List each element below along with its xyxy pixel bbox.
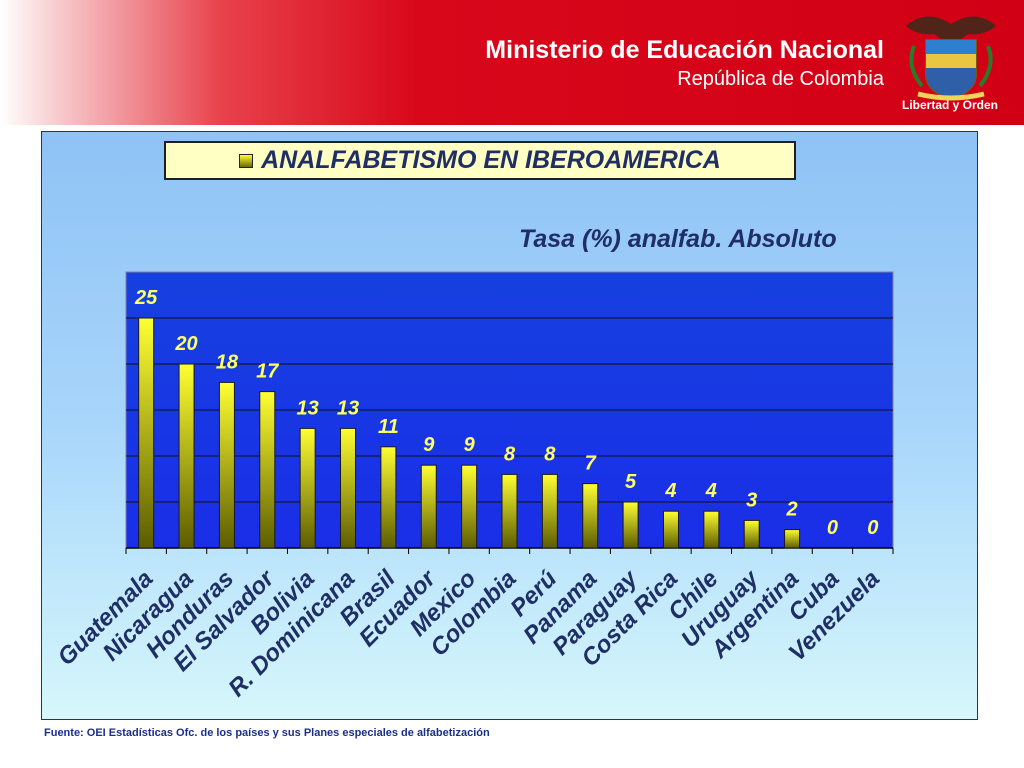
chart-title-box: ANALFABETISMO EN IBEROAMERICA xyxy=(164,141,796,180)
source-note: Fuente: OEI Estadísticas Ofc. de los paí… xyxy=(44,727,490,739)
bar-r-dominicana xyxy=(340,427,357,549)
bar-uruguay xyxy=(743,519,760,549)
legend-swatch xyxy=(239,153,254,168)
seal-motto: Libertad y Orden xyxy=(901,98,999,112)
data-label: 13 xyxy=(297,397,319,419)
ministry-subtitle: República de Colombia xyxy=(677,68,884,90)
data-label: 11 xyxy=(378,416,399,438)
bar-bolivia xyxy=(299,427,316,549)
colombia-coat-of-arms-icon xyxy=(906,16,996,101)
bar-per- xyxy=(541,473,558,549)
bar-nicaragua xyxy=(178,363,195,549)
bar-ecuador xyxy=(420,464,437,549)
bar-el-salvador xyxy=(259,391,276,549)
data-label: 0 xyxy=(827,517,838,539)
data-label: 3 xyxy=(746,489,757,511)
data-label: 9 xyxy=(423,434,435,456)
data-label: 4 xyxy=(664,480,676,502)
bar-panama xyxy=(582,483,599,549)
bar-chile xyxy=(703,510,720,549)
bar-honduras xyxy=(218,381,235,549)
data-label: 13 xyxy=(337,397,359,419)
data-label: 20 xyxy=(174,333,197,355)
bar-argentina xyxy=(784,529,801,549)
bar-costa-rica xyxy=(662,510,679,549)
data-label: 2 xyxy=(786,499,798,521)
data-label: 17 xyxy=(256,361,279,383)
bar-guatemala xyxy=(138,317,155,549)
data-label: 8 xyxy=(544,443,556,465)
bar-colombia xyxy=(501,473,518,549)
data-label: 7 xyxy=(585,453,597,475)
data-label: 5 xyxy=(625,471,637,493)
data-label: 25 xyxy=(134,287,158,309)
data-label: 4 xyxy=(705,480,717,502)
chart-title: ANALFABETISMO EN IBEROAMERICA xyxy=(261,146,721,174)
data-label: 8 xyxy=(504,443,516,465)
ministry-title: Ministerio de Educación Nacional xyxy=(485,36,884,64)
bar-mexico xyxy=(461,464,478,549)
header-banner: Ministerio de Educación Nacional Repúbli… xyxy=(0,0,1024,125)
bar-brasil xyxy=(380,446,397,549)
data-label: 9 xyxy=(464,434,476,456)
series-name: Tasa (%) analfab. Absoluto xyxy=(519,225,837,253)
data-label: 0 xyxy=(867,517,878,539)
bar-paraguay xyxy=(622,501,639,549)
data-label: 18 xyxy=(216,351,239,373)
